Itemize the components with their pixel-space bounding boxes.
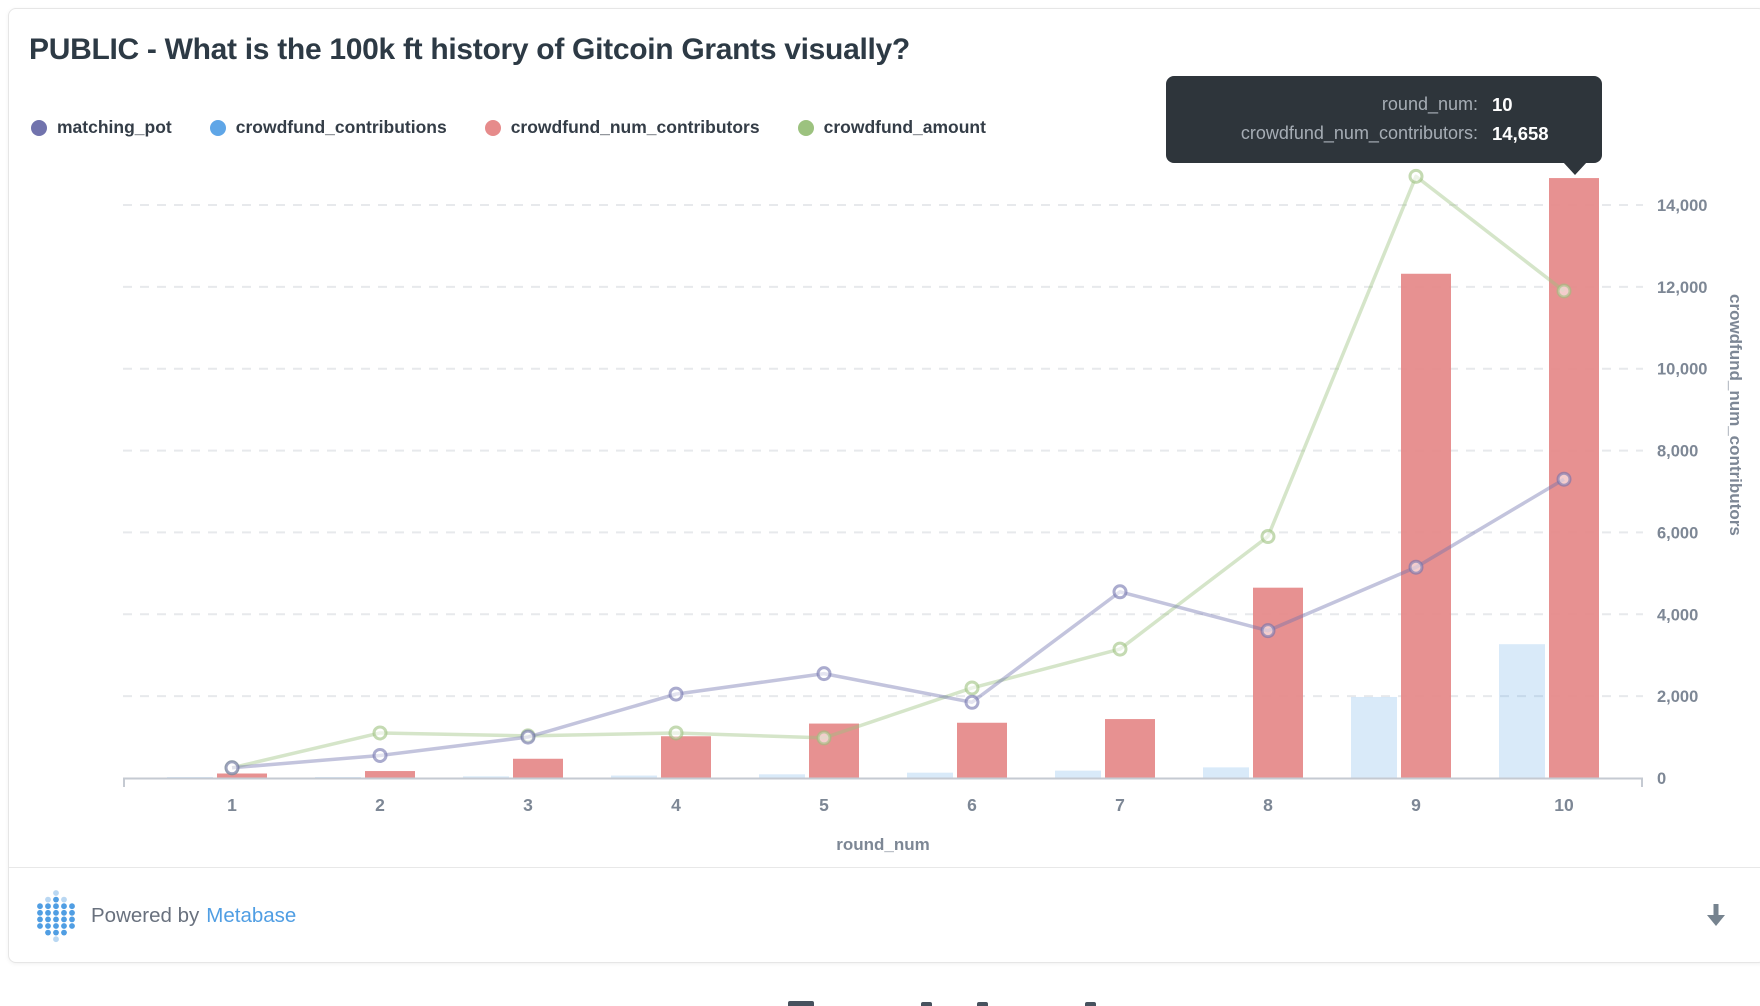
metabase-link[interactable]: Metabase [206, 903, 297, 927]
legend-item-label: crowdfund_amount [823, 117, 986, 137]
svg-text:3: 3 [523, 795, 533, 815]
svg-text:4,000: 4,000 [1657, 606, 1698, 624]
legend-item-label: crowdfund_contributions [235, 117, 447, 137]
legend-item-label: matching_pot [57, 117, 172, 137]
page-title: PUBLIC - What is the 100k ft history of … [29, 33, 910, 66]
svg-text:6,000: 6,000 [1657, 524, 1698, 542]
svg-text:9: 9 [1411, 795, 1421, 815]
cutoff-content-fragment [1085, 1002, 1096, 1006]
metabase-logo-icon [37, 889, 75, 942]
svg-text:12,000: 12,000 [1657, 279, 1707, 297]
tooltip-row-label: round_num: [1381, 94, 1478, 114]
tooltip-row-value: 14,658 [1492, 123, 1549, 144]
footer-bar: Powered by Metabase [9, 867, 1760, 963]
svg-text:14,000: 14,000 [1657, 197, 1707, 215]
svg-text:0: 0 [1657, 770, 1666, 788]
legend-item-crowdfund-amount[interactable]: crowdfund_amount [797, 117, 986, 138]
download-arrow-icon [1707, 904, 1725, 926]
cutoff-content-fragment [788, 1001, 814, 1006]
line-series-matching_pot [224, 471, 1572, 776]
legend-item-crowdfund-num-contributors[interactable]: crowdfund_num_contributors [484, 117, 760, 138]
tooltip-arrow [1563, 162, 1587, 175]
svg-text:2,000: 2,000 [1657, 688, 1698, 706]
svg-text:8: 8 [1263, 795, 1273, 815]
bar-series-crowdfund_num_contributors [217, 178, 1599, 779]
combo-chart-plot[interactable]: 0 2,000 4,000 6,000 8,000 10,000 12,000 14,000 1… [9, 9, 1760, 964]
powered-by-text: Powered by [91, 903, 200, 927]
legend-item-matching-pot[interactable]: matching_pot [31, 117, 172, 138]
legend-dot-icon [484, 119, 501, 136]
line-series-crowdfund_amount [224, 168, 1572, 776]
legend-item-crowdfund-contributions[interactable]: crowdfund_contributions [209, 117, 447, 138]
chart-tooltip: round_num: 10 crowdfund_num_contributors… [1166, 76, 1602, 175]
tooltip-row-label: crowdfund_num_contributors: [1240, 123, 1478, 143]
svg-text:5: 5 [819, 795, 829, 815]
svg-text:6: 6 [967, 795, 977, 815]
download-results-button[interactable] [1701, 901, 1731, 931]
cutoff-content-fragment [921, 1002, 932, 1006]
svg-text:10,000: 10,000 [1657, 361, 1707, 379]
question-card: PUBLIC - What is the 100k ft history of … [8, 8, 1760, 963]
tooltip-row-value: 10 [1492, 94, 1513, 115]
legend-item-label: crowdfund_num_contributors [510, 117, 760, 137]
y-axis-title: crowdfund_num_contributors [1726, 294, 1745, 536]
legend-dot-icon [209, 119, 226, 136]
svg-text:10: 10 [1554, 795, 1574, 815]
bar-series-crowdfund_contributions [167, 644, 1545, 778]
svg-text:4: 4 [671, 795, 681, 815]
cutoff-content-fragment [977, 1002, 988, 1006]
legend-dot-icon [797, 119, 814, 136]
svg-text:2: 2 [375, 795, 385, 815]
svg-text:8,000: 8,000 [1657, 443, 1698, 461]
legend-dot-icon [31, 119, 47, 136]
x-axis-title: round_num [836, 835, 930, 854]
svg-text:7: 7 [1115, 795, 1125, 815]
svg-text:1: 1 [227, 795, 237, 815]
legend: matching_pot crowdfund_contributions cro… [31, 117, 986, 138]
